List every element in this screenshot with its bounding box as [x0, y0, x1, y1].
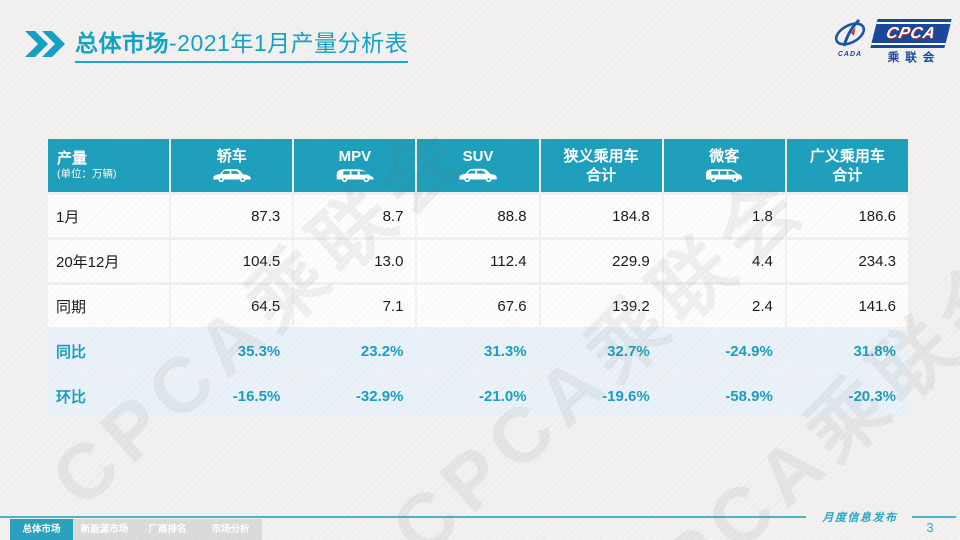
production-table: 产量 (单位：万辆) 轿车 MPV S — [48, 139, 908, 417]
table-header-suv: SUV — [417, 139, 539, 192]
table-cell: 13.0 — [294, 240, 416, 282]
table-cell-pct: -32.9% — [294, 375, 416, 417]
tab-manufacturer-rank[interactable]: 厂商排名 — [148, 524, 187, 535]
table-header-production: 产量 (单位：万辆) — [48, 139, 170, 192]
row-label-same-period: 同期 — [48, 285, 170, 327]
microvan-icon — [706, 169, 743, 183]
table-cell: 234.3 — [786, 240, 908, 282]
suv-icon — [459, 168, 497, 183]
page-title: 总体市场-2021年1月产量分析表 — [75, 24, 409, 63]
column-label: 广义乘用车 — [809, 147, 885, 165]
table-cell-pct: 35.3% — [171, 330, 293, 372]
table-cell-pct: -58.9% — [663, 375, 785, 417]
cpca-logo: CADA CPCA 乘联会 — [830, 16, 951, 65]
cada-swoosh-icon — [834, 18, 866, 47]
page-title-rest: -2021年1月产量分析表 — [169, 30, 409, 56]
table-cell-pct: -19.6% — [540, 375, 662, 417]
table-cell-pct: -24.9% — [663, 330, 785, 372]
table-header-narrow-pv-total: 狭义乘用车 合计 — [540, 139, 662, 192]
column-label-line2: 合计 — [586, 166, 617, 184]
table-cell: 139.2 — [540, 285, 662, 327]
column-label: 轿车 — [216, 148, 247, 165]
page-title-section: 总体市场 — [75, 30, 169, 56]
cpca-chinese-name: 乘联会 — [887, 52, 941, 64]
cpca-emblem: CPCA 乘联会 — [871, 22, 951, 65]
table-cell: 7.1 — [294, 285, 416, 327]
footer-divider-line — [0, 516, 806, 518]
table-cell: 88.8 — [417, 195, 539, 237]
column-label-line2: 合计 — [832, 166, 863, 184]
cpca-acronym: CPCA — [884, 24, 938, 42]
release-label: 月度信息发布 — [822, 512, 898, 524]
column-label: 狭义乘用车 — [563, 147, 639, 165]
tab-market-analysis[interactable]: 市场分析 — [211, 524, 250, 535]
footer-divider-line-end — [912, 516, 956, 518]
table-cell: 104.5 — [171, 240, 293, 282]
table-cell: 4.4 — [663, 240, 785, 282]
row-label-january: 1月 — [48, 195, 170, 237]
row-label-yoy: 同比 — [48, 330, 170, 372]
table-header-production-unit: (单位：万辆) — [57, 168, 117, 180]
title-bar: 总体市场-2021年1月产量分析表 — [25, 24, 409, 63]
tab-overall-market[interactable]: 总体市场 — [10, 519, 73, 540]
table-cell-pct: 31.8% — [786, 330, 908, 372]
table-cell: 1.8 — [663, 195, 785, 237]
table-cell: 141.6 — [786, 285, 908, 327]
page-number: 3 — [926, 520, 934, 535]
table-cell: 186.6 — [786, 195, 908, 237]
column-label: MPV — [338, 148, 372, 165]
table-header-mpv: MPV — [294, 139, 416, 192]
title-chevron-icon — [25, 30, 65, 57]
table-cell-pct: 32.7% — [540, 330, 662, 372]
table-cell: 184.8 — [540, 195, 662, 237]
sedan-icon — [213, 168, 251, 183]
table-header-microvan: 微客 — [663, 139, 785, 192]
table-cell: 67.6 — [417, 285, 539, 327]
row-label-dec-2020: 20年12月 — [48, 240, 170, 282]
mpv-icon — [336, 169, 374, 183]
table-cell: 87.3 — [171, 195, 293, 237]
table-cell: 112.4 — [417, 240, 539, 282]
table-cell: 2.4 — [663, 285, 785, 327]
cada-label: CADA — [837, 51, 863, 58]
table-header-production-title: 产量 — [57, 150, 88, 167]
tab-new-energy-market[interactable]: 新能源市场 — [80, 524, 129, 535]
table-header-broad-pv-total: 广义乘用车 合计 — [786, 139, 908, 192]
table-cell-pct: 23.2% — [294, 330, 416, 372]
table-cell: 64.5 — [171, 285, 293, 327]
row-label-mom: 环比 — [48, 375, 170, 417]
table-cell: 229.9 — [540, 240, 662, 282]
table-cell-pct: -21.0% — [417, 375, 539, 417]
table-cell: 8.7 — [294, 195, 416, 237]
cada-emblem: CADA — [830, 16, 870, 58]
table-cell-pct: -16.5% — [171, 375, 293, 417]
section-tab-bar: 总体市场 新能源市场 厂商排名 市场分析 — [10, 519, 262, 540]
column-label: SUV — [462, 148, 494, 165]
table-header-sedan: 轿车 — [171, 139, 293, 192]
column-label: 微客 — [709, 148, 740, 165]
table-cell-pct: -20.3% — [786, 375, 908, 417]
table-cell-pct: 31.3% — [417, 330, 539, 372]
cpca-acronym-badge: CPCA — [871, 22, 951, 45]
